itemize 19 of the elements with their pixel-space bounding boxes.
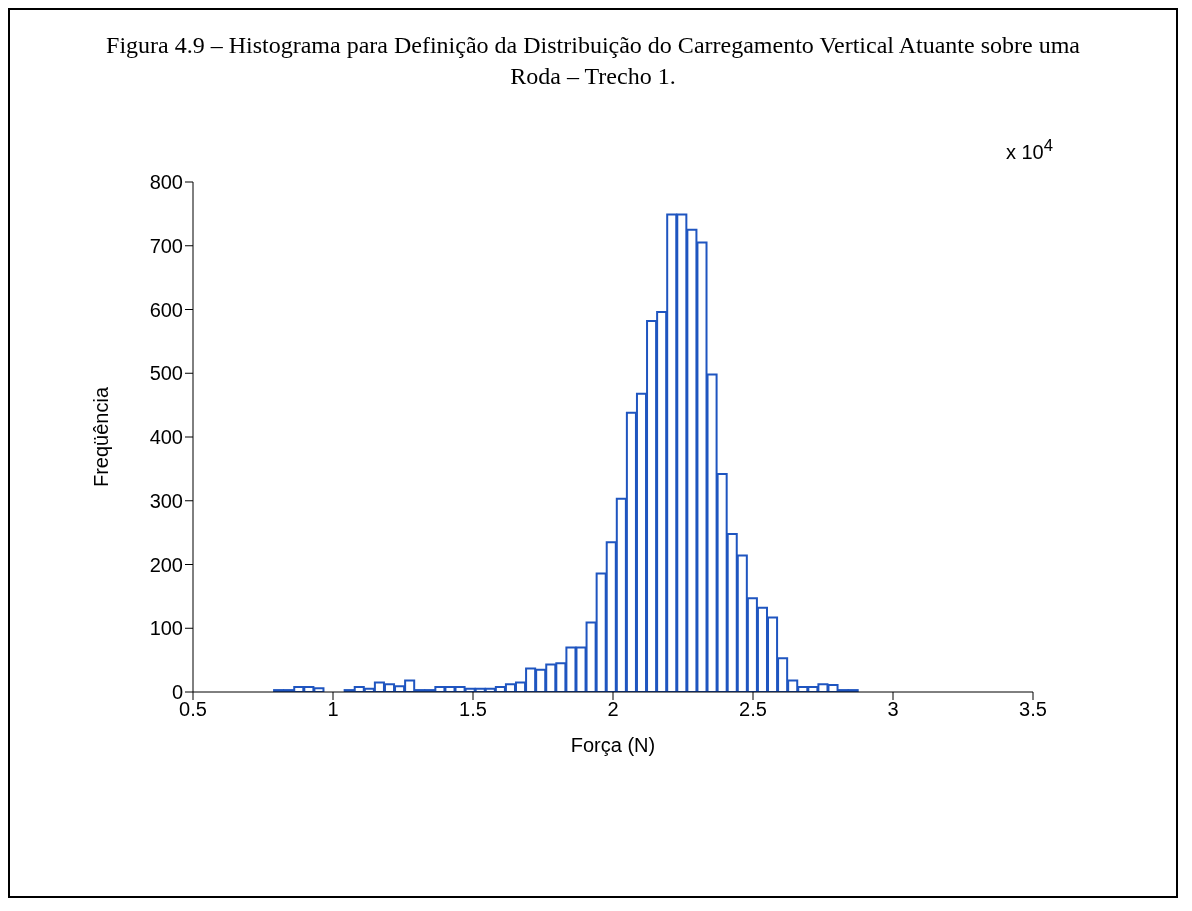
y-tick-label: 100 — [149, 617, 183, 640]
text: x 10$^{4}$ — [1005, 136, 1053, 164]
y-tick-label: 700 — [149, 235, 183, 258]
y-axis-title: Freqüência — [90, 386, 113, 488]
x-tick-label: 2 — [607, 698, 619, 721]
y-tick-label: 800 — [149, 171, 183, 194]
y-tick-label: 200 — [149, 553, 183, 576]
x-axis-title: Força (N) — [570, 734, 656, 757]
y-tick-label: 600 — [149, 298, 183, 321]
y-tick-label: 500 — [149, 362, 183, 385]
y-tick-label: 400 — [149, 426, 183, 449]
x-tick-label: 3.5 — [1019, 698, 1047, 721]
y-tick-label: 300 — [149, 490, 183, 513]
x-tick-label: 2.5 — [739, 698, 767, 721]
x-tick-label: 1 — [327, 698, 339, 721]
x-tick-label: 0.5 — [179, 698, 207, 721]
x-tick-label: 1.5 — [459, 698, 487, 721]
x-tick-label: 3 — [887, 698, 899, 721]
chart-title: Figura 4.9 – Histograma para Definição da Distribuição do Carregamento Vertical Atuante sobre uma Roda – Trecho 1. — [106, 32, 1080, 90]
